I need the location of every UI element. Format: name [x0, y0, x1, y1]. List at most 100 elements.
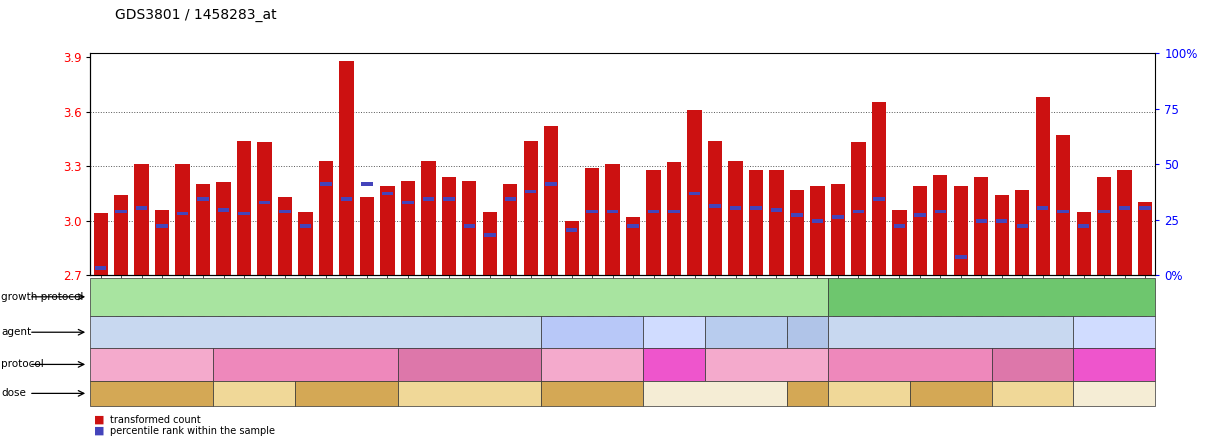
Bar — [115, 195, 128, 275]
Bar — [341, 197, 352, 201]
Text: sodium arsenite: sodium arsenite — [912, 327, 990, 337]
Text: transformed count: transformed count — [110, 415, 200, 424]
Text: 10ppb: 10ppb — [241, 389, 268, 398]
Bar — [954, 186, 968, 275]
Bar — [955, 255, 966, 259]
Text: added to food: added to food — [1003, 360, 1061, 369]
Bar — [94, 214, 107, 275]
Bar — [1077, 212, 1091, 275]
Bar — [873, 197, 885, 201]
Bar — [236, 141, 251, 275]
Bar — [974, 177, 989, 275]
Bar — [771, 208, 783, 212]
Text: 1mg/kg: 1mg/kg — [574, 388, 610, 398]
Text: saline: saline — [733, 328, 759, 337]
Bar — [484, 234, 496, 237]
Bar — [280, 210, 291, 214]
Text: growth protocol: growth protocol — [1, 292, 83, 302]
Bar — [1015, 190, 1030, 275]
Bar — [545, 182, 557, 186]
Bar — [851, 143, 866, 275]
Bar — [626, 217, 640, 275]
Bar — [198, 197, 209, 201]
Bar — [1037, 206, 1048, 210]
Bar — [730, 206, 742, 210]
Text: 10ppb: 10ppb — [1019, 389, 1046, 398]
Bar — [749, 170, 763, 275]
Bar — [463, 224, 475, 228]
Bar — [913, 186, 927, 275]
Bar — [812, 219, 824, 222]
Bar — [95, 266, 106, 270]
Bar — [687, 110, 702, 275]
Text: AIN-76A diet: AIN-76A diet — [428, 292, 490, 302]
Bar — [135, 164, 148, 275]
Bar — [462, 181, 476, 275]
Bar — [544, 126, 558, 275]
Bar — [810, 186, 825, 275]
Bar — [216, 182, 230, 275]
Bar — [154, 210, 169, 275]
Text: 100ppb: 100ppb — [935, 389, 966, 398]
Bar — [1140, 206, 1151, 210]
Bar — [259, 201, 270, 204]
Bar — [586, 210, 598, 214]
Bar — [175, 164, 189, 275]
Bar — [1118, 170, 1131, 275]
Text: dose: dose — [1, 388, 27, 398]
Text: added to food: added to food — [435, 359, 503, 369]
Bar — [667, 163, 681, 275]
Text: 10ppb: 10ppb — [855, 389, 882, 398]
Bar — [1119, 206, 1130, 210]
Bar — [195, 184, 210, 275]
Bar — [976, 219, 987, 222]
Bar — [443, 197, 455, 201]
Text: protocol: protocol — [1, 359, 43, 369]
Bar — [300, 224, 311, 228]
Bar — [709, 204, 721, 208]
Bar — [646, 170, 661, 275]
Bar — [1138, 202, 1152, 275]
Bar — [769, 170, 784, 275]
Text: injection: injection — [131, 359, 172, 369]
Text: sodium arsenite: sodium arsenite — [276, 327, 355, 337]
Bar — [157, 224, 168, 228]
Text: none: none — [663, 328, 685, 337]
Bar — [380, 186, 394, 275]
Bar — [935, 210, 946, 214]
Bar — [914, 214, 925, 217]
Bar — [933, 175, 948, 275]
Bar — [689, 191, 701, 195]
Bar — [627, 224, 639, 228]
Bar — [177, 212, 188, 215]
Bar — [402, 201, 414, 204]
Bar — [894, 224, 904, 228]
Text: agent: agent — [1, 327, 31, 337]
Text: n/a: n/a — [1107, 389, 1122, 398]
Text: sodium arsenite,
dexamethasone: sodium arsenite, dexamethasone — [775, 322, 839, 342]
Bar — [482, 212, 497, 275]
Text: injection: injection — [745, 359, 788, 369]
Bar — [218, 208, 229, 212]
Bar — [791, 214, 803, 217]
Text: control: control — [660, 360, 689, 369]
Bar — [607, 210, 619, 214]
Bar — [525, 190, 537, 194]
Bar — [400, 181, 415, 275]
Bar — [996, 219, 1007, 222]
Bar — [321, 182, 332, 186]
Bar — [728, 161, 743, 275]
Text: n/a: n/a — [707, 388, 722, 398]
Bar — [853, 210, 865, 214]
Bar — [339, 60, 353, 275]
Bar — [422, 197, 434, 201]
Text: added to drinking water: added to drinking water — [851, 359, 968, 369]
Bar — [136, 206, 147, 210]
Text: none: none — [1103, 328, 1125, 337]
Bar — [1036, 97, 1050, 275]
Bar — [708, 141, 722, 275]
Bar — [318, 161, 333, 275]
Bar — [995, 195, 1009, 275]
Bar — [1078, 224, 1089, 228]
Text: control: control — [1100, 360, 1129, 369]
